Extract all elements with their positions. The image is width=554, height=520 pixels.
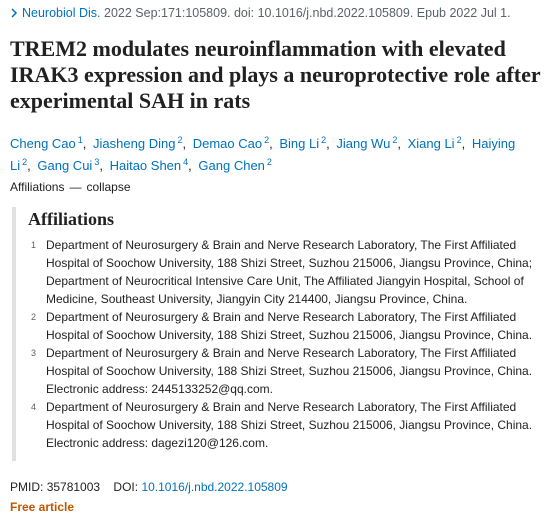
affiliation-number: 1: [31, 240, 37, 250]
author-name[interactable]: Jiang Wu: [336, 136, 391, 151]
identifiers: PMID: 35781003 DOI: 10.1016/j.nbd.2022.1…: [10, 480, 288, 494]
affiliations-heading: Affiliations: [28, 209, 115, 229]
affiliation-text: Department of Neurosurgery & Brain and N…: [46, 238, 533, 306]
author: Demao Cao 2: [192, 135, 276, 152]
free-article: Free article: [10, 500, 75, 514]
author-affiliation-ref[interactable]: 3: [94, 157, 100, 167]
author-name[interactable]: Gang Chen: [198, 158, 265, 173]
affiliation-item: 2 Department of Neurosurgery & Brain and …: [28, 308, 533, 344]
author-name[interactable]: Bing Li: [279, 136, 320, 151]
affiliations-toggle: Affiliations — collapse: [10, 180, 131, 194]
affiliation-text: Department of Neurosurgery & Brain and N…: [46, 310, 533, 342]
affiliation-number: 3: [31, 348, 37, 358]
author-affiliation-ref[interactable]: 1: [77, 135, 83, 145]
author-affiliation-ref[interactable]: 2: [22, 157, 28, 167]
affiliation-item: 3 Department of Neurosurgery & Brain and …: [28, 344, 533, 398]
toggle-label: Affiliations: [10, 180, 65, 194]
chevron-icon: [11, 8, 18, 18]
author: Jiang Wu 2: [336, 135, 404, 152]
affiliation-item: 4 Department of Neurosurgery & Brain and …: [28, 398, 533, 452]
author-name[interactable]: Cheng Cao: [10, 136, 76, 151]
author-affiliation-ref[interactable]: 2: [177, 135, 183, 145]
article-title: TREM2 modulates neuroinflammation with e…: [10, 36, 541, 113]
toggle-action[interactable]: collapse: [86, 180, 131, 194]
affiliation-text: Department of Neurosurgery & Brain and N…: [46, 346, 533, 396]
doi-link[interactable]: 10.1016/j.nbd.2022.105809: [141, 480, 288, 494]
pmid-label: PMID:: [10, 480, 44, 494]
author-affiliation-ref[interactable]: 4: [183, 157, 189, 167]
author-name[interactable]: Gang Cui: [37, 158, 93, 173]
pmid: 35781003: [46, 480, 101, 494]
author: Gang Chen 2: [198, 157, 272, 174]
author: Haitao Shen 4: [109, 157, 195, 174]
journal-link[interactable]: Neurobiol Dis.: [22, 6, 101, 20]
citation: Neurobiol Dis. 2022 Sep:171:105809. doi:…: [10, 6, 511, 20]
toggle-separator: —: [69, 180, 82, 194]
author: Cheng Cao 1: [10, 135, 89, 152]
author-affiliation-ref[interactable]: 2: [392, 135, 398, 145]
author-affiliation-ref[interactable]: 2: [456, 135, 462, 145]
author-affiliation-ref[interactable]: 2: [321, 135, 327, 145]
author: Bing Li 2: [279, 135, 332, 152]
author-name[interactable]: Demao Cao: [192, 136, 263, 151]
affiliation-item: 1 Department of Neurosurgery & Brain and …: [28, 236, 533, 308]
author: Jiasheng Ding 2: [93, 135, 189, 152]
affiliations-panel: Affiliations 1 Department of Neurosurgery…: [12, 207, 532, 461]
affiliation-list: 1 Department of Neurosurgery & Brain and …: [28, 236, 532, 452]
affiliation-number: 2: [31, 312, 37, 322]
author-affiliation-ref[interactable]: 2: [264, 135, 270, 145]
author-name[interactable]: Jiasheng Ding: [93, 136, 176, 151]
citation-details: 2022 Sep:171:105809. doi: 10.1016/j.nbd.…: [104, 6, 511, 20]
author-affiliation-ref[interactable]: 2: [266, 157, 272, 167]
author: Gang Cui 3: [37, 157, 106, 174]
affiliation-number: 4: [31, 402, 37, 412]
author-name[interactable]: Haiying Li: [10, 136, 516, 173]
author: Xiang Li 2: [407, 135, 469, 152]
doi-label: DOI:: [113, 480, 139, 494]
affiliation-text: Department of Neurosurgery & Brain and N…: [46, 400, 533, 450]
author-name[interactable]: Xiang Li: [407, 136, 455, 151]
author-name[interactable]: Haitao Shen: [109, 158, 182, 173]
